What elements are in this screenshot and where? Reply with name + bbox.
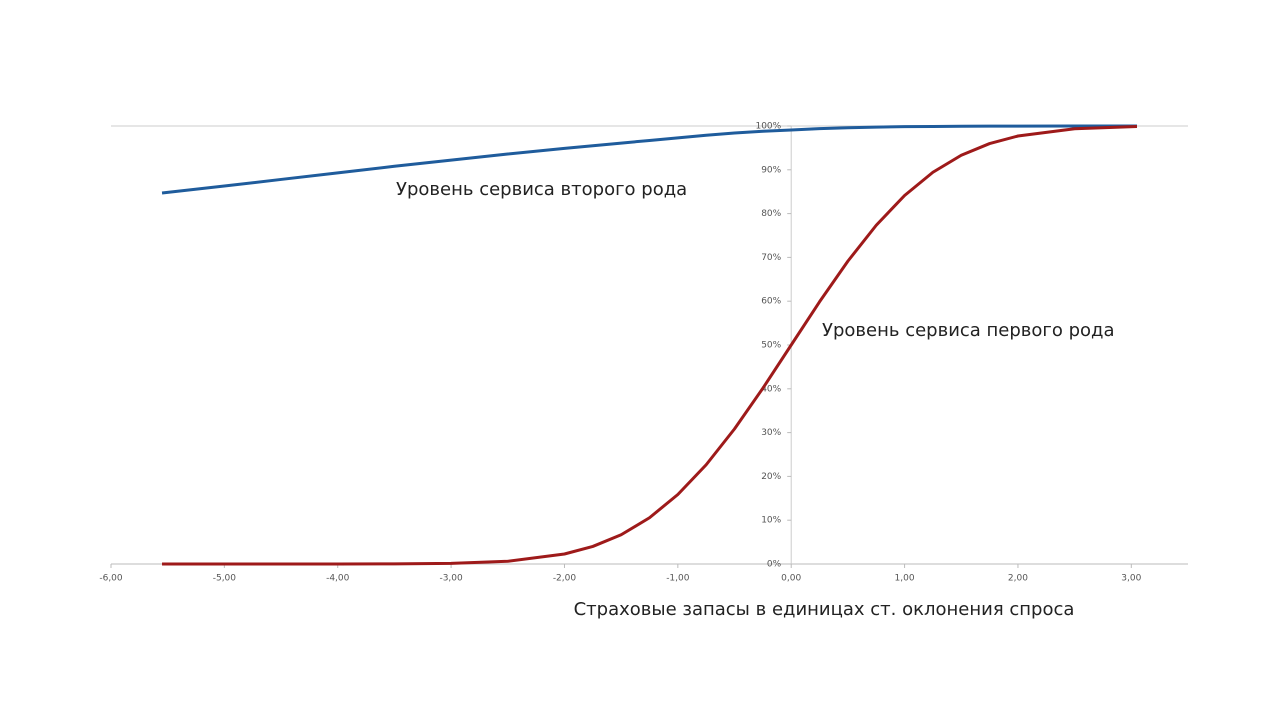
x-tick-label: -1,00 [666, 574, 690, 584]
line-series [161, 124, 1137, 195]
x-tick-label: 0,00 [781, 574, 801, 584]
y-tick-label: 70% [761, 253, 781, 263]
y-tick-label: 80% [761, 209, 781, 219]
x-tick-label: 2,00 [1008, 574, 1028, 584]
x-axis-label: Страховые запасы в единицах ст. оклонени… [574, 599, 1075, 620]
x-tick-label: -2,00 [553, 574, 577, 584]
x-tick-label: -3,00 [439, 574, 463, 584]
x-tick-label: -4,00 [326, 574, 350, 584]
y-tick-label: 50% [761, 341, 781, 351]
y-tick-label: 40% [761, 384, 781, 394]
y-tick-label: 60% [761, 297, 781, 307]
y-tick-label: 0% [767, 560, 782, 570]
x-tick-label: -5,00 [213, 574, 237, 584]
series-label: Уровень сервиса второго рода [396, 179, 687, 200]
series-label: Уровень сервиса первого рода [822, 320, 1115, 341]
line-series [162, 124, 1138, 566]
x-tick-label: 1,00 [895, 574, 915, 584]
x-tick-label: 3,00 [1121, 574, 1141, 584]
x-tick-label: -6,00 [99, 574, 123, 584]
y-tick-label: 90% [761, 165, 781, 175]
y-tick-label: 100% [755, 122, 781, 132]
y-tick-label: 10% [761, 516, 781, 526]
y-tick-label: 20% [761, 472, 781, 482]
y-tick-label: 30% [761, 428, 781, 438]
